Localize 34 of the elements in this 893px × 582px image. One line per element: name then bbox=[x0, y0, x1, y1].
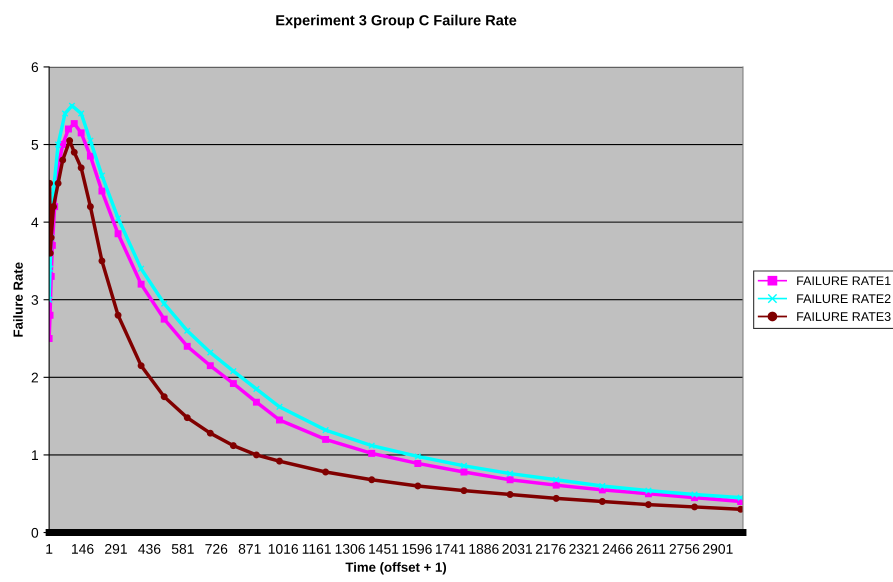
x-tick-label: 1016 bbox=[268, 544, 298, 554]
legend-label: FAILURE RATE1 bbox=[797, 276, 890, 286]
x-tick-label: 2176 bbox=[536, 544, 566, 554]
y-tick-label: 4 bbox=[31, 218, 38, 228]
legend-label: FAILURE RATE3 bbox=[797, 312, 891, 321]
x-tick-label: 1306 bbox=[336, 544, 365, 554]
x-tick-label: 2321 bbox=[569, 544, 599, 554]
x-axis-title: Time (offset + 1) bbox=[346, 562, 446, 574]
x-tick-label: 871 bbox=[238, 544, 261, 554]
y-axis-title: Failure Rate bbox=[13, 262, 23, 337]
y-tick-label: 3 bbox=[32, 295, 38, 305]
chart-title: Experiment 3 Group C Failure Rate bbox=[276, 14, 516, 28]
y-tick-label: 1 bbox=[32, 450, 38, 460]
x-tick-label: 2756 bbox=[670, 544, 700, 554]
x-tick-label: 291 bbox=[105, 544, 127, 554]
y-tick-label: 6 bbox=[32, 62, 38, 72]
x-tick-label: 2466 bbox=[602, 544, 632, 554]
x-tick-label: 1451 bbox=[369, 544, 398, 554]
x-tick-label: 436 bbox=[138, 544, 160, 554]
y-tick-label: 0 bbox=[32, 528, 38, 538]
x-tick-label: 2901 bbox=[703, 544, 733, 554]
x-tick-label: 581 bbox=[172, 544, 194, 554]
legend-label: FAILURE RATE2 bbox=[797, 294, 890, 304]
x-tick-label: 2611 bbox=[636, 544, 666, 554]
x-tick-label: 146 bbox=[72, 544, 94, 554]
x-tick-label: 1 bbox=[46, 544, 52, 554]
x-tick-label: 726 bbox=[205, 544, 228, 554]
x-tick-label: 1741 bbox=[436, 544, 466, 554]
x-tick-label: 1161 bbox=[302, 544, 331, 554]
x-tick-label: 1886 bbox=[469, 544, 499, 554]
x-tick-label: 1596 bbox=[402, 544, 432, 554]
y-tick-label: 2 bbox=[32, 372, 38, 382]
x-tick-label: 2031 bbox=[502, 544, 532, 554]
y-tick-label: 5 bbox=[32, 140, 38, 150]
